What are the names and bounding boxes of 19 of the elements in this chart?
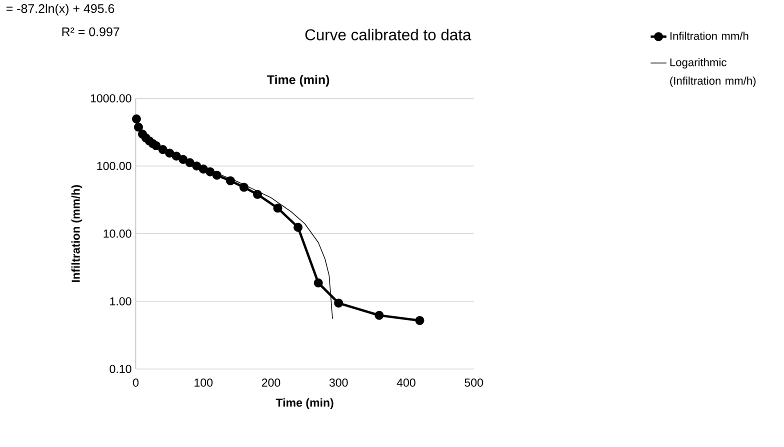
legend-label: Infiltration mm/h [670,32,748,40]
text: = -87.2ln(x) + 495.6 [6,4,114,16]
chart-title: Curve calibrated to data [305,28,472,40]
x-tick-label: 100 [194,378,213,386]
text: R² = 0.997 [62,27,120,36]
y-tick-label: 10.00 [104,229,132,238]
y-tick-label: 1000.00 [90,94,132,102]
x-tick-label: 500 [464,378,484,386]
y-axis-title: Infiltration (mm/h) [71,184,82,282]
x-tick-label: 400 [396,378,416,386]
y-tick-label: 1.00 [110,296,132,306]
x-tick-label: 0 [133,378,139,386]
x-axis-title: Time (min) [276,398,334,409]
x-tick-label: 300 [329,378,348,386]
text: Time (min) [267,74,330,86]
y-tick-label: 100.00 [97,162,132,170]
legend-label: Logarithmic (Infiltration mm/h) [670,58,756,87]
x-tick-label: 200 [262,378,280,386]
y-tick-label: 0.10 [110,364,132,373]
